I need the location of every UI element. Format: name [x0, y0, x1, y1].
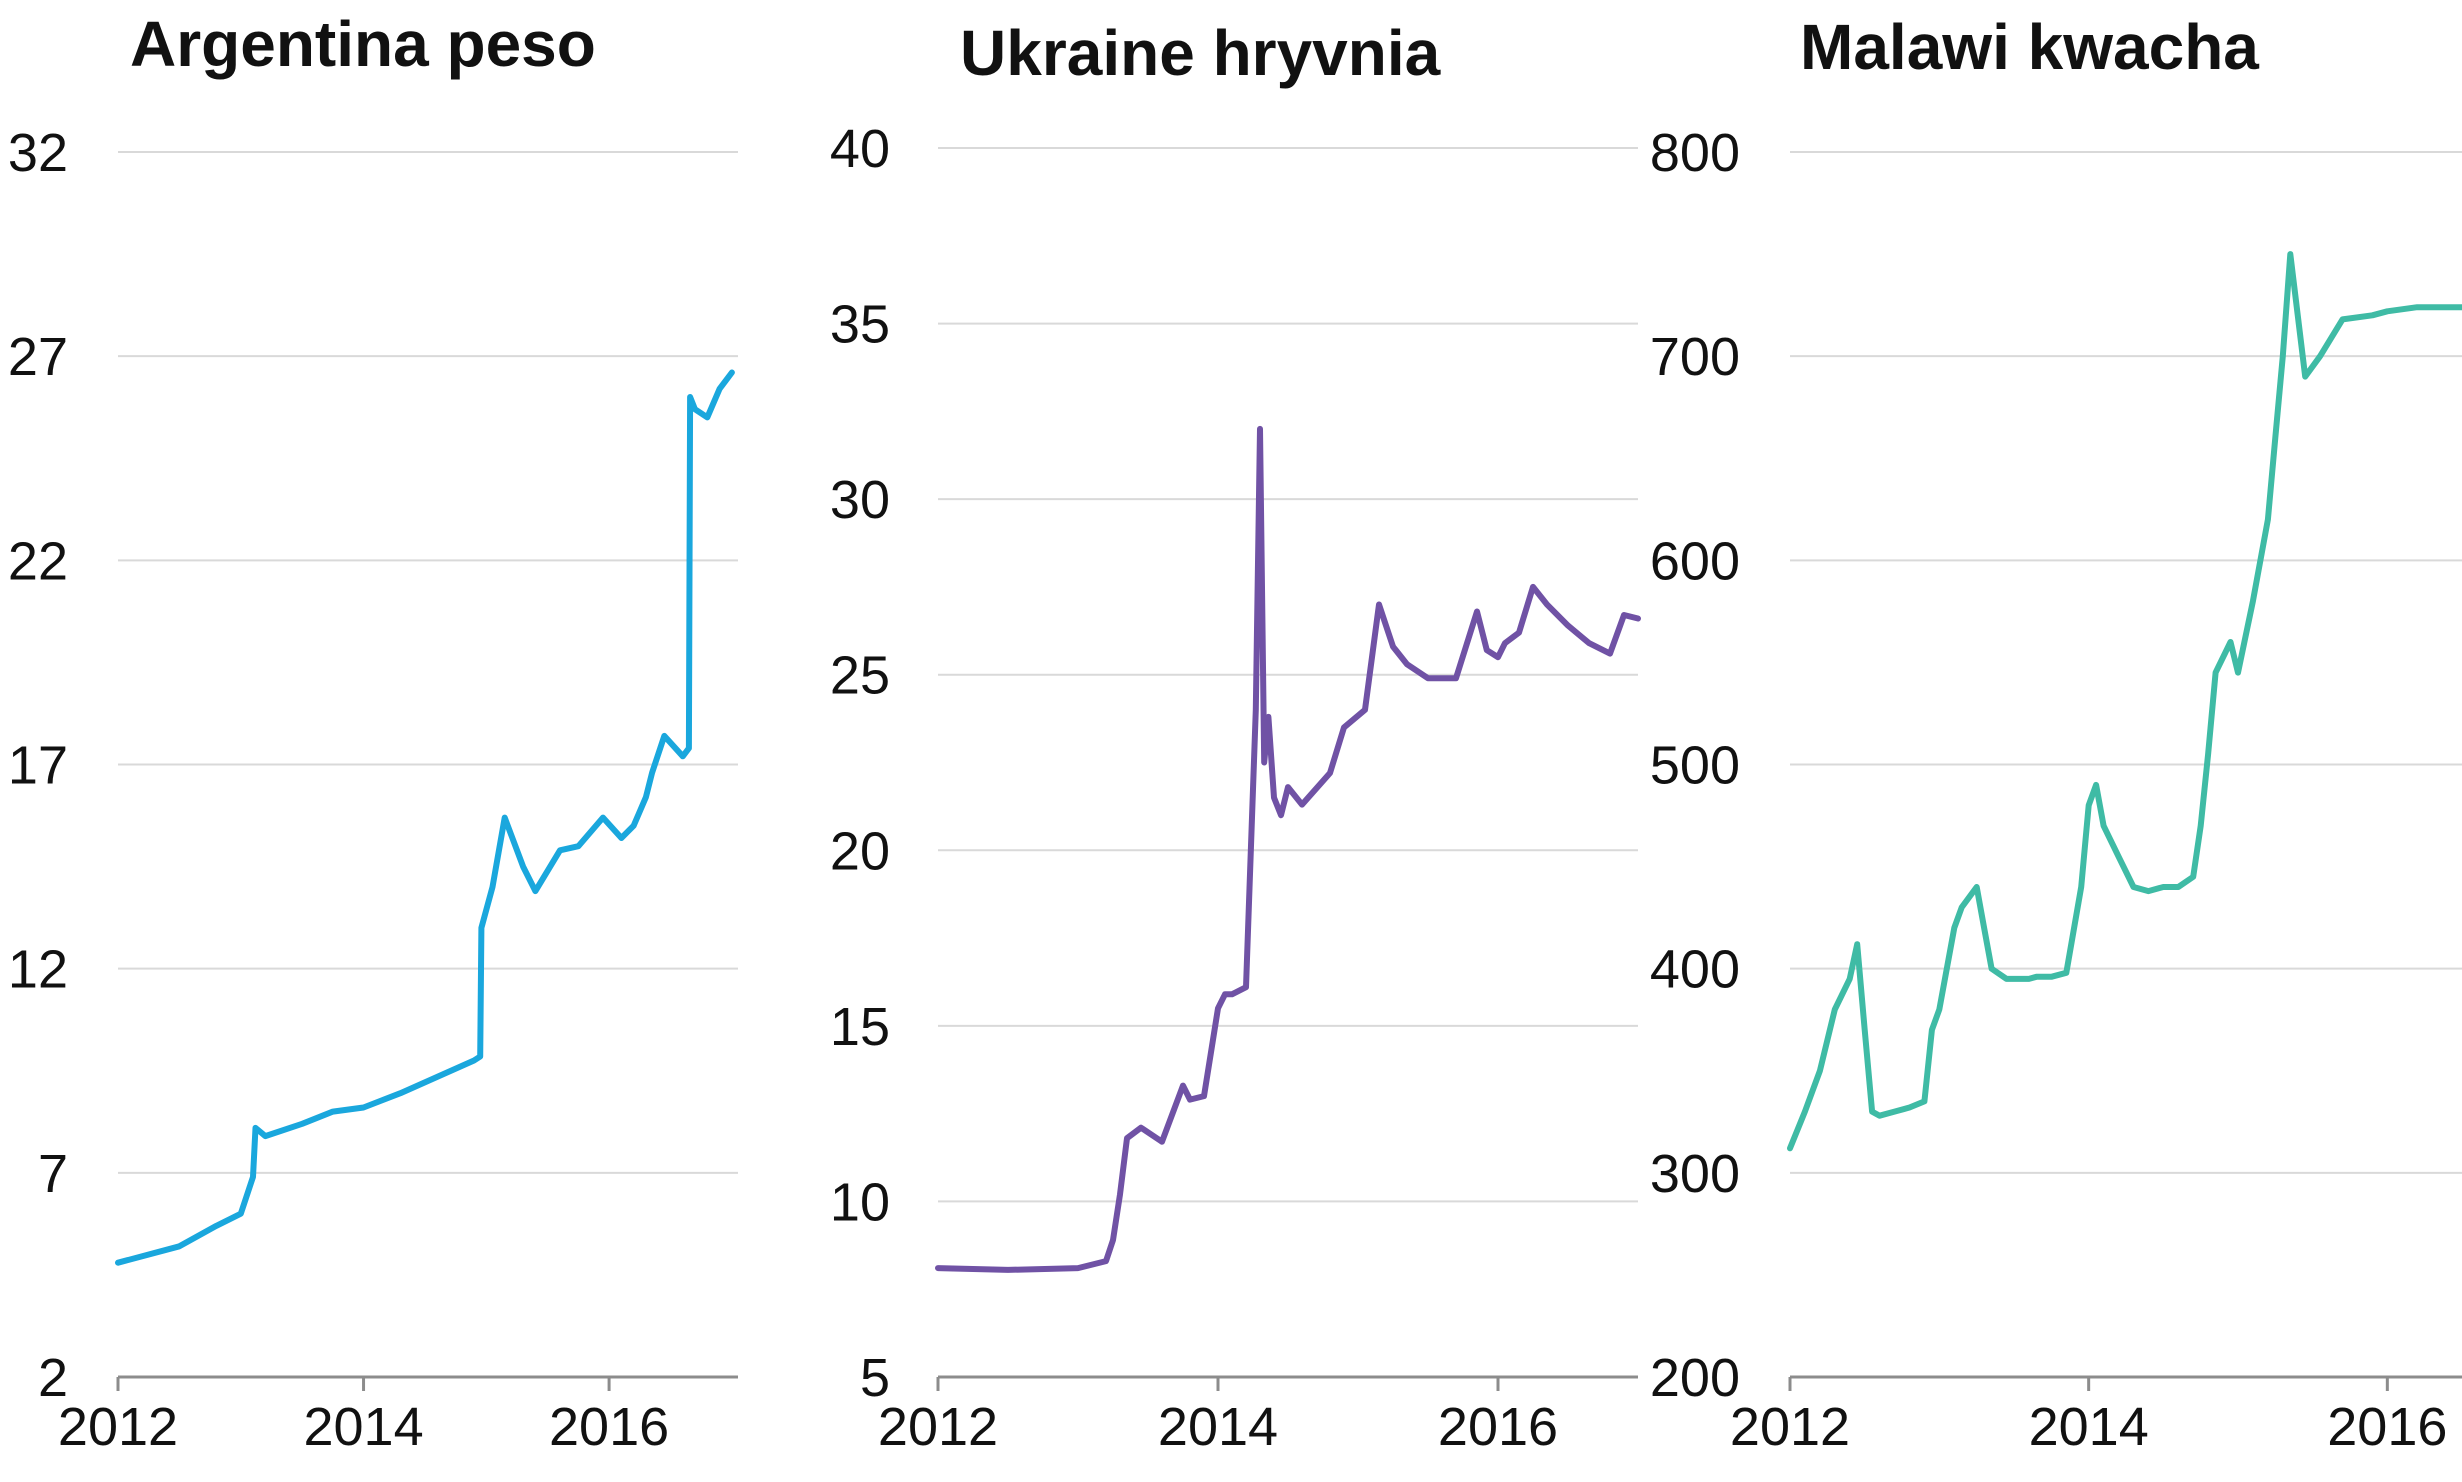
y-tick-label: 700	[1650, 327, 1740, 387]
x-tick-label: 2014	[303, 1397, 423, 1457]
y-tick-label: 22	[8, 531, 68, 591]
y-tick-label: 40	[830, 119, 890, 179]
y-tick-label: 25	[830, 646, 890, 706]
y-tick-label: 32	[8, 123, 68, 183]
y-tick-label: 7	[38, 1144, 68, 1204]
x-tick-label: 2016	[549, 1397, 669, 1457]
y-tick-label: 200	[1650, 1348, 1740, 1408]
x-tick-label: 2016	[1438, 1397, 1558, 1457]
y-tick-label: 800	[1650, 123, 1740, 183]
y-tick-label: 12	[8, 940, 68, 1000]
y-tick-label: 15	[830, 997, 890, 1057]
x-tick-label: 2012	[878, 1397, 998, 1457]
y-tick-label: 600	[1650, 531, 1740, 591]
series-line	[935, 425, 1641, 1273]
y-tick-label: 17	[8, 736, 68, 796]
chart-title: Argentina peso	[130, 8, 596, 80]
series-line	[115, 369, 735, 1266]
series-line	[1787, 251, 2462, 1152]
x-tick-label: 2012	[58, 1397, 178, 1457]
y-tick-label: 10	[830, 1172, 890, 1232]
x-tick-label: 2012	[1730, 1397, 1850, 1457]
y-tick-label: 2	[38, 1348, 68, 1408]
ukraine-hryvnia-chart: Ukraine hryvnia 5 10 15 20 25 30 35 40 2012 2014 2…	[830, 17, 1641, 1457]
y-tick-label: 500	[1650, 736, 1740, 796]
y-tick-label: 400	[1650, 940, 1740, 1000]
y-tick-label: 300	[1650, 1144, 1740, 1204]
x-tick-label: 2014	[2029, 1397, 2149, 1457]
y-tick-label: 27	[8, 327, 68, 387]
y-tick-label: 20	[830, 821, 890, 881]
malawi-kwacha-chart: Malawi kwacha 200 300 400 500 600 700 800 2012 2…	[1650, 11, 2462, 1457]
x-tick-label: 2014	[1158, 1397, 1278, 1457]
chart-title: Ukraine hryvnia	[960, 17, 1441, 89]
x-tick-label: 2016	[2327, 1397, 2447, 1457]
y-tick-label: 5	[860, 1348, 890, 1408]
y-tick-label: 35	[830, 295, 890, 355]
chart-title: Malawi kwacha	[1800, 11, 2259, 83]
y-tick-label: 30	[830, 470, 890, 530]
